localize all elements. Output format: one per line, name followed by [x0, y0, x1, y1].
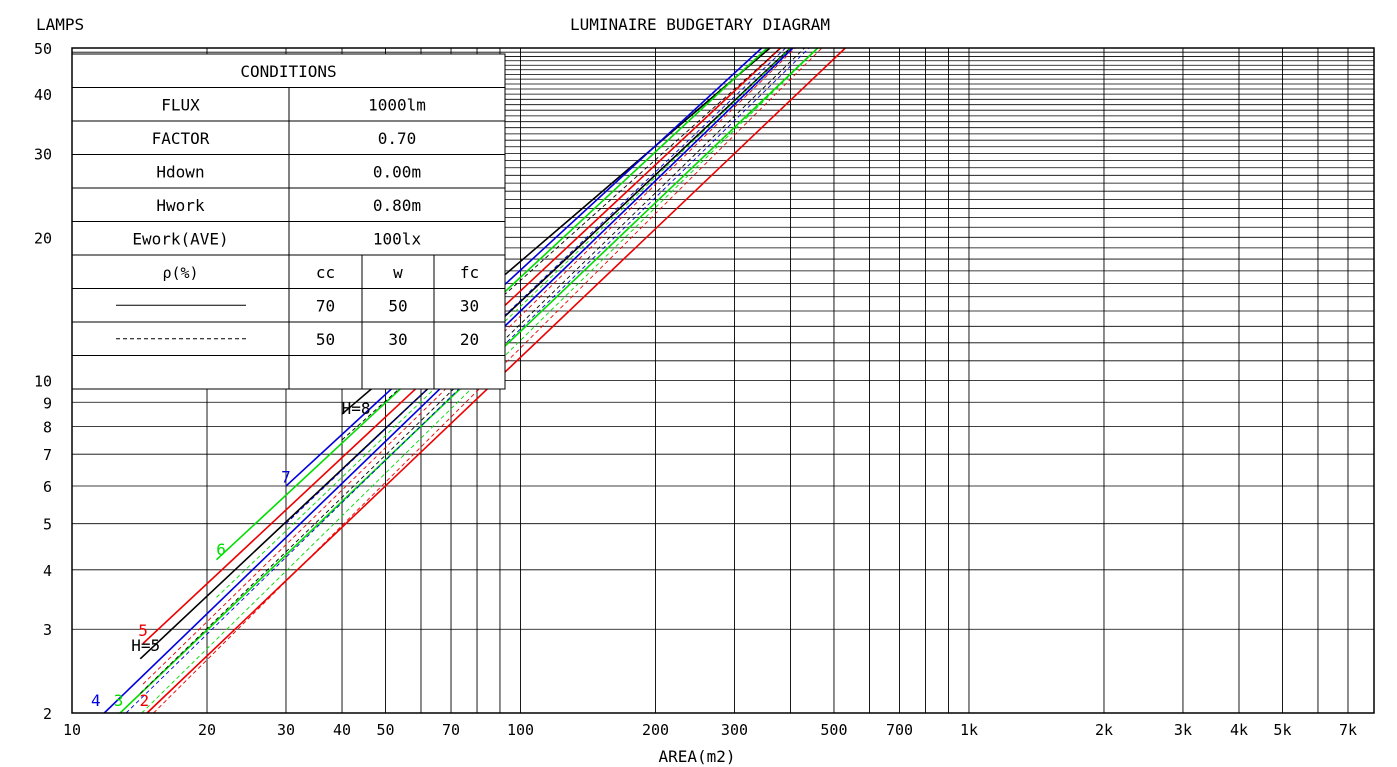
x-tick-label: 500: [820, 721, 847, 739]
series-label: 3: [114, 691, 124, 710]
reflectance-value: 30: [460, 296, 479, 315]
series-line: [285, 47, 763, 487]
y-tick-label: 40: [34, 86, 52, 104]
reflectance-label: ρ(%): [162, 264, 198, 282]
condition-label: Hdown: [156, 162, 204, 181]
y-tick-label: 2: [43, 705, 52, 723]
x-tick-label: 2k: [1095, 721, 1113, 739]
series-label: H=8: [342, 399, 371, 418]
y-tick-label: 7: [43, 446, 52, 464]
y-tick-label: 3: [43, 621, 52, 639]
tick-labels: 10 20 30 40 50 70 100 200 300 500 700 1k 2k 3k 4k 5k 7k 2…: [34, 40, 1357, 739]
series-line: [285, 47, 786, 525]
x-tick-label: 5k: [1273, 721, 1291, 739]
condition-value: 0.80m: [373, 196, 421, 215]
series-label: 5: [138, 621, 148, 640]
reflectance-value: 50: [316, 330, 335, 349]
x-tick-label: 20: [198, 721, 216, 739]
series-labels: H=8 7 6 5H=5 4 3 2: [91, 399, 371, 710]
x-tick-label: 70: [442, 721, 460, 739]
y-tick-label: 50: [34, 40, 52, 58]
series-label: 6: [216, 540, 226, 559]
condition-label: FACTOR: [152, 129, 210, 148]
table-title: CONDITIONS: [240, 62, 336, 81]
condition-label: FLUX: [161, 95, 200, 114]
x-tick-label: 700: [886, 721, 913, 739]
chart-title: LUMINAIRE BUDGETARY DIAGRAM: [570, 15, 830, 34]
condition-value: 0.00m: [373, 162, 421, 181]
condition-label: Ework(AVE): [132, 229, 228, 248]
series-label: H=5: [131, 636, 160, 655]
reflectance-value: 30: [388, 330, 407, 349]
y-tick-label: 6: [43, 478, 52, 496]
condition-label: Hwork: [156, 196, 205, 215]
x-tick-label: 7k: [1339, 721, 1357, 739]
reflectance-column: cc: [316, 263, 335, 282]
series-label: 7: [281, 468, 291, 487]
x-tick-label: 100: [507, 721, 534, 739]
x-tick-label: 1k: [960, 721, 978, 739]
y-tick-label: 5: [43, 516, 52, 534]
x-tick-label: 10: [63, 721, 81, 739]
conditions-table: CONDITIONS FLUX 1000lm FACTOR 0.70 Hdown 0.00m…: [71, 53, 506, 390]
reflectance-column: w: [393, 263, 403, 282]
y-tick-label: 10: [34, 373, 52, 391]
x-tick-label: 3k: [1174, 721, 1192, 739]
y-tick-label: 8: [43, 419, 52, 437]
series-label: 4: [91, 691, 101, 710]
x-tick-label: 300: [721, 721, 748, 739]
x-tick-label: 4k: [1230, 721, 1248, 739]
series-label: 2: [140, 691, 150, 710]
x-tick-label: 30: [277, 721, 295, 739]
y-tick-label: 30: [34, 146, 52, 164]
reflectance-value: 70: [316, 296, 335, 315]
x-axis-label: AREA(m2): [658, 747, 735, 766]
condition-value: 1000lm: [368, 95, 426, 114]
reflectance-value: 20: [460, 330, 479, 349]
x-tick-label: 50: [376, 721, 394, 739]
reflectance-column: fc: [460, 263, 479, 282]
reflectance-value: 50: [388, 296, 407, 315]
y-axis-label: LAMPS: [36, 15, 84, 34]
y-tick-label: 9: [43, 394, 52, 412]
x-tick-label: 200: [642, 721, 669, 739]
y-tick-label: 20: [34, 229, 52, 247]
plot-frame: [71, 47, 1375, 714]
y-tick-label: 4: [43, 562, 52, 580]
condition-value: 100lx: [373, 229, 422, 248]
x-tick-label: 40: [333, 721, 351, 739]
condition-value: 0.70: [378, 129, 417, 148]
